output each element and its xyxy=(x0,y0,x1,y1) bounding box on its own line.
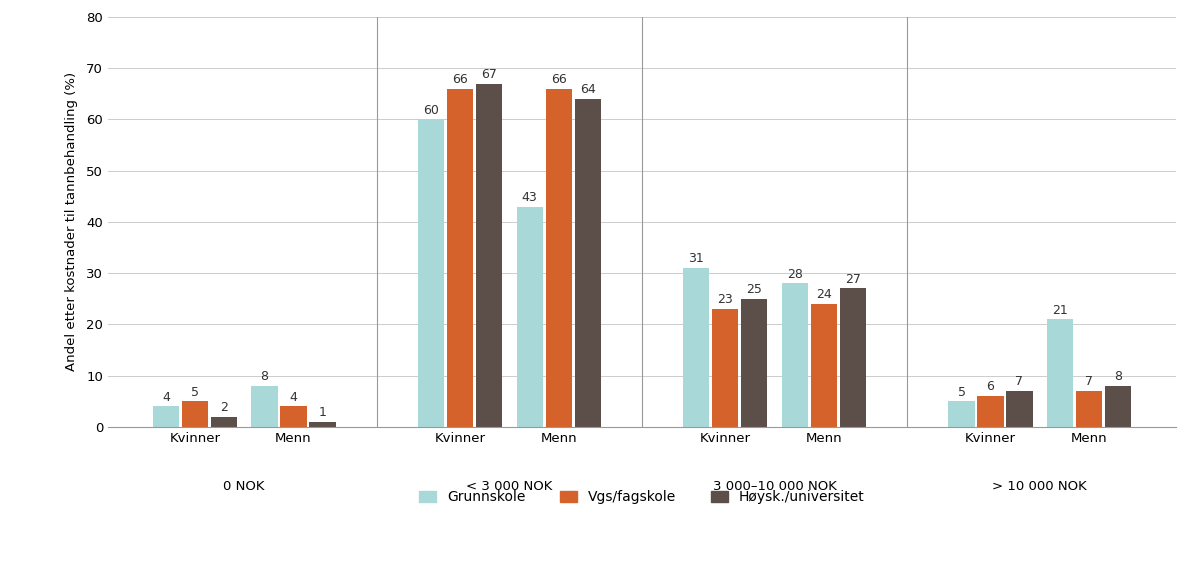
Bar xyxy=(1076,391,1102,427)
Text: 7: 7 xyxy=(1085,376,1093,388)
Text: 8: 8 xyxy=(1114,370,1122,384)
Bar xyxy=(252,386,277,427)
Text: 28: 28 xyxy=(787,268,803,281)
Text: 5: 5 xyxy=(958,386,966,398)
Text: < 3 000 NOK: < 3 000 NOK xyxy=(467,480,552,493)
Bar xyxy=(840,288,866,427)
Y-axis label: Andel etter kostnader til tannbehandling (%): Andel etter kostnader til tannbehandling… xyxy=(65,72,78,372)
Text: 8: 8 xyxy=(260,370,269,384)
Bar xyxy=(281,406,306,427)
Text: 5: 5 xyxy=(191,386,199,398)
Text: 24: 24 xyxy=(816,288,832,302)
Bar xyxy=(978,396,1003,427)
Text: 43: 43 xyxy=(522,191,538,204)
Bar xyxy=(517,207,542,427)
Bar xyxy=(713,309,738,427)
Text: 4: 4 xyxy=(289,391,298,404)
Text: 31: 31 xyxy=(689,253,704,265)
Text: 60: 60 xyxy=(424,104,439,117)
Bar xyxy=(1105,386,1132,427)
Bar xyxy=(683,268,709,427)
Text: 27: 27 xyxy=(845,273,860,286)
Text: 23: 23 xyxy=(718,294,733,306)
Text: 25: 25 xyxy=(746,283,762,296)
Bar xyxy=(575,99,601,427)
Bar xyxy=(211,417,236,427)
Bar xyxy=(948,401,974,427)
Bar xyxy=(152,406,179,427)
Text: 2: 2 xyxy=(220,401,228,414)
Bar xyxy=(448,89,473,427)
Bar xyxy=(476,84,502,427)
Text: > 10 000 NOK: > 10 000 NOK xyxy=(992,480,1087,493)
Text: 0 NOK: 0 NOK xyxy=(223,480,265,493)
Bar xyxy=(546,89,571,427)
Text: 1: 1 xyxy=(318,406,326,419)
Bar xyxy=(418,119,444,427)
Text: 66: 66 xyxy=(452,73,468,86)
Text: 66: 66 xyxy=(551,73,566,86)
Bar xyxy=(811,304,836,427)
Bar xyxy=(310,422,336,427)
Text: 64: 64 xyxy=(580,84,595,97)
Bar xyxy=(1048,319,1073,427)
Text: 4: 4 xyxy=(162,391,170,404)
Text: 7: 7 xyxy=(1015,376,1024,388)
Bar xyxy=(782,283,808,427)
Text: 67: 67 xyxy=(481,68,497,81)
Bar xyxy=(1007,391,1032,427)
Legend: Grunnskole, Vgs/fagskole, Høysk./universitet: Grunnskole, Vgs/fagskole, Høysk./univers… xyxy=(414,485,870,510)
Text: 3 000–10 000 NOK: 3 000–10 000 NOK xyxy=(713,480,836,493)
Text: 6: 6 xyxy=(986,381,995,394)
Bar xyxy=(182,401,208,427)
Bar xyxy=(742,299,767,427)
Text: 21: 21 xyxy=(1052,304,1068,316)
